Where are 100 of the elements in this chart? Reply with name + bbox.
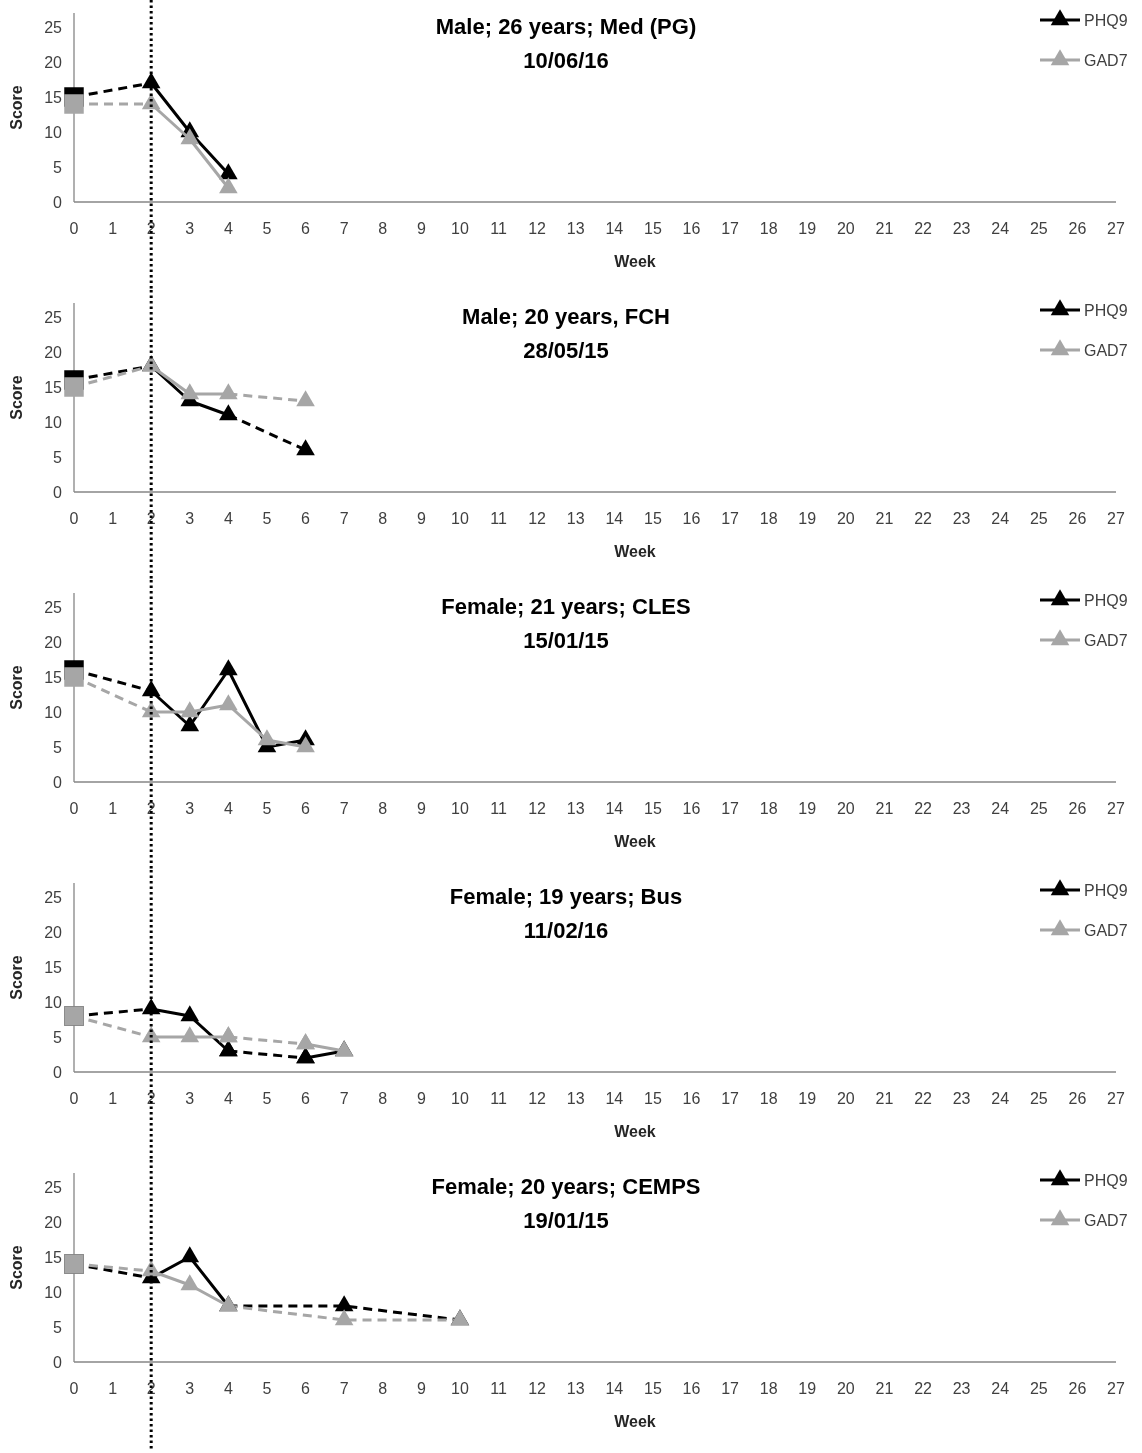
- x-tick-label: 15: [643, 800, 662, 817]
- y-tick-label: 10: [44, 413, 63, 431]
- x-tick-label: 4: [223, 220, 233, 237]
- x-tick-label: 5: [262, 510, 272, 527]
- x-tick-label: 16: [682, 220, 701, 237]
- x-tick-label: 12: [528, 220, 547, 237]
- x-tick-label: 21: [875, 1090, 894, 1107]
- x-tick-label: 20: [836, 220, 855, 237]
- x-tick-label: 17: [721, 800, 740, 817]
- y-tick-label: 25: [44, 18, 63, 36]
- x-tick-label: 5: [262, 1090, 272, 1107]
- x-tick-label: 1: [108, 1380, 118, 1397]
- x-tick-label: 11: [490, 220, 507, 237]
- x-tick-label: 12: [528, 1090, 547, 1107]
- x-tick-label: 3: [185, 510, 195, 527]
- x-tick-label: 4: [223, 1380, 233, 1397]
- x-tick-label: 19: [798, 800, 817, 817]
- x-tick-label: 8: [378, 1380, 388, 1397]
- x-tick-label: 21: [875, 1380, 894, 1397]
- x-tick-label: 18: [759, 1090, 778, 1107]
- x-tick-label: 5: [262, 220, 272, 237]
- x-tick-label: 11: [490, 800, 507, 817]
- x-tick-label: 18: [759, 220, 778, 237]
- x-tick-label: 9: [416, 1380, 426, 1397]
- legend-label: GAD7: [1084, 341, 1128, 359]
- y-axis-title: Score: [8, 85, 25, 130]
- x-tick-label: 20: [836, 800, 855, 817]
- x-tick-label: 10: [451, 220, 469, 237]
- x-tick-label: 0: [69, 220, 79, 237]
- x-tick-label: 2: [146, 220, 156, 237]
- text: 11/02/16: [523, 918, 609, 943]
- y-tick-label: 0: [53, 193, 63, 211]
- y-tick-label: 15: [44, 378, 63, 396]
- y-tick-label: 5: [53, 158, 63, 176]
- y-tick-label: 0: [53, 1353, 63, 1371]
- y-tick-label: 25: [44, 1178, 63, 1196]
- x-tick-label: 16: [682, 1380, 701, 1397]
- x-tick-label: 25: [1029, 1380, 1048, 1397]
- x-tick-label: 11: [490, 1380, 507, 1397]
- x-tick-label: 18: [759, 1380, 778, 1397]
- x-tick-label: 13: [566, 510, 585, 527]
- x-tick-label: 0: [69, 800, 79, 817]
- y-tick-label: 20: [44, 343, 63, 361]
- text: 28/05/15: [523, 338, 609, 363]
- x-tick-label: 17: [721, 1090, 740, 1107]
- x-tick-label: 25: [1029, 800, 1048, 817]
- x-tick-label: 22: [914, 1090, 933, 1107]
- y-tick-label: 20: [44, 923, 63, 941]
- x-tick-label: 16: [682, 800, 701, 817]
- x-tick-label: 24: [991, 800, 1010, 817]
- x-axis-title: Week: [614, 253, 656, 270]
- x-tick-label: 16: [682, 1090, 701, 1107]
- x-axis-title: Week: [614, 833, 656, 850]
- legend-label: PHQ9: [1084, 11, 1128, 29]
- x-tick-label: 10: [451, 1380, 469, 1397]
- x-tick-label: 27: [1107, 510, 1125, 527]
- x-tick-label: 26: [1068, 220, 1087, 237]
- y-axis-title: Score: [8, 665, 25, 710]
- legend-label: PHQ9: [1084, 881, 1128, 899]
- x-tick-label: 24: [991, 510, 1010, 527]
- x-axis-title: Week: [614, 1123, 656, 1140]
- x-tick-label: 1: [108, 800, 118, 817]
- x-tick-label: 7: [339, 800, 349, 817]
- x-tick-label: 16: [682, 510, 701, 527]
- text: 10/06/16: [523, 48, 609, 73]
- x-tick-label: 14: [605, 220, 624, 237]
- x-tick-label: 4: [223, 1090, 233, 1107]
- x-tick-label: 7: [339, 510, 349, 527]
- y-tick-label: 20: [44, 53, 63, 71]
- x-tick-label: 3: [185, 1380, 195, 1397]
- y-tick-label: 15: [44, 668, 63, 686]
- x-tick-label: 12: [528, 1380, 547, 1397]
- x-tick-label: 23: [952, 220, 971, 237]
- x-tick-label: 4: [223, 800, 233, 817]
- x-tick-label: 9: [416, 220, 426, 237]
- x-tick-label: 2: [146, 1380, 156, 1397]
- y-axis-title: Score: [8, 1245, 25, 1290]
- x-tick-label: 18: [759, 510, 778, 527]
- x-tick-label: 14: [605, 1090, 624, 1107]
- x-tick-label: 24: [991, 220, 1010, 237]
- x-tick-label: 19: [798, 1380, 817, 1397]
- y-axis-title: Score: [8, 375, 25, 420]
- y-tick-label: 10: [44, 123, 63, 141]
- x-tick-label: 23: [952, 800, 971, 817]
- x-tick-label: 3: [185, 1090, 195, 1107]
- x-tick-label: 11: [490, 510, 507, 527]
- x-tick-label: 20: [836, 1090, 855, 1107]
- y-tick-label: 10: [44, 993, 63, 1011]
- x-tick-label: 7: [339, 220, 349, 237]
- x-tick-label: 14: [605, 510, 624, 527]
- x-tick-label: 13: [566, 1380, 585, 1397]
- x-tick-label: 12: [528, 800, 547, 817]
- x-tick-label: 9: [416, 800, 426, 817]
- x-tick-label: 5: [262, 1380, 272, 1397]
- x-tick-label: 25: [1029, 510, 1048, 527]
- x-tick-label: 22: [914, 1380, 933, 1397]
- y-tick-label: 15: [44, 1248, 63, 1266]
- x-tick-label: 27: [1107, 800, 1125, 817]
- x-tick-label: 27: [1107, 220, 1125, 237]
- x-tick-label: 13: [566, 220, 585, 237]
